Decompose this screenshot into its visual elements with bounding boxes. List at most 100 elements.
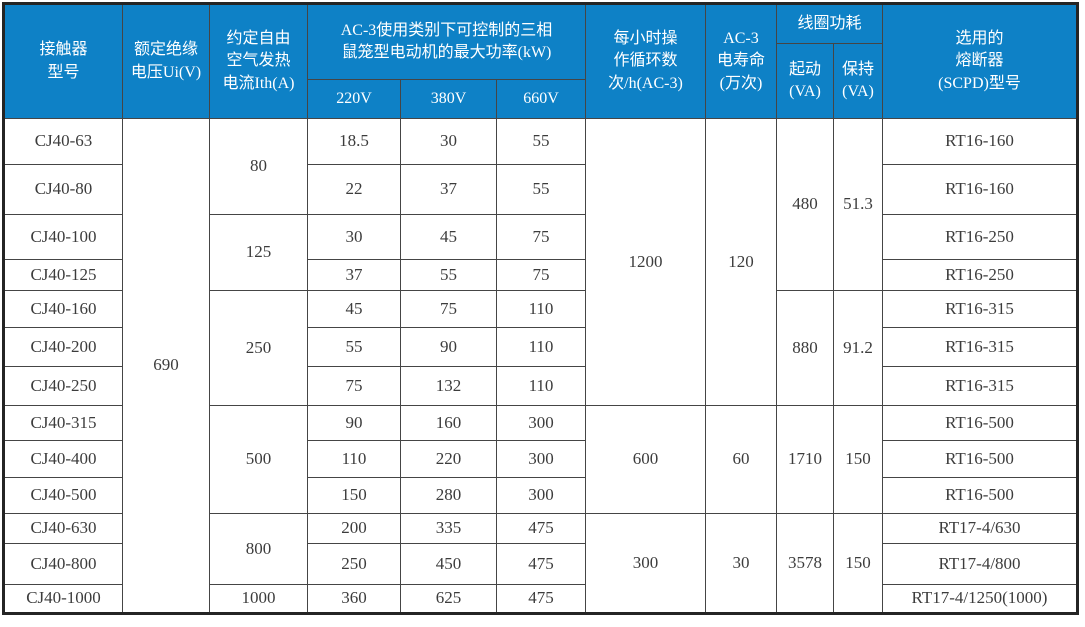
power-660-cell: 300 bbox=[497, 406, 585, 440]
model-cell: CJ40-1000 bbox=[5, 585, 122, 612]
model-cell: CJ40-250 bbox=[5, 367, 122, 405]
fuse-cell: RT16-500 bbox=[883, 441, 1076, 477]
power-380-cell: 220 bbox=[401, 441, 496, 477]
model-cell: CJ40-125 bbox=[5, 260, 122, 290]
power-380-cell: 30 bbox=[401, 119, 496, 164]
header-380v: 380V bbox=[401, 80, 496, 118]
fuse-cell: RT16-315 bbox=[883, 291, 1076, 327]
power-220-cell: 75 bbox=[308, 367, 400, 405]
power-380-cell: 625 bbox=[401, 585, 496, 612]
thermal-current-cell: 80 bbox=[210, 119, 307, 214]
power-660-cell: 55 bbox=[497, 165, 585, 214]
header-ops-per-hour: 每小时操 作循环数 次/h(AC-3) bbox=[586, 5, 705, 118]
start-va-cell: 480 bbox=[777, 119, 833, 290]
power-380-cell: 160 bbox=[401, 406, 496, 440]
hold-va-cell: 91.2 bbox=[834, 291, 882, 405]
header-660v: 660V bbox=[497, 80, 585, 118]
fuse-cell: RT16-500 bbox=[883, 478, 1076, 513]
fuse-cell: RT16-315 bbox=[883, 367, 1076, 405]
power-220-cell: 360 bbox=[308, 585, 400, 612]
power-660-cell: 475 bbox=[497, 514, 585, 543]
power-380-cell: 280 bbox=[401, 478, 496, 513]
header-coil-power: 线圈功耗 bbox=[777, 5, 882, 43]
power-220-cell: 110 bbox=[308, 441, 400, 477]
model-cell: CJ40-200 bbox=[5, 328, 122, 366]
ops-per-hour-cell: 600 bbox=[586, 406, 705, 513]
electrical-life-cell: 60 bbox=[706, 406, 776, 513]
model-cell: CJ40-100 bbox=[5, 215, 122, 259]
power-220-cell: 30 bbox=[308, 215, 400, 259]
model-cell: CJ40-63 bbox=[5, 119, 122, 164]
fuse-cell: RT16-250 bbox=[883, 215, 1076, 259]
power-220-cell: 22 bbox=[308, 165, 400, 214]
thermal-current-cell: 500 bbox=[210, 406, 307, 513]
fuse-cell: RT17-4/630 bbox=[883, 514, 1076, 543]
ops-per-hour-cell: 1200 bbox=[586, 119, 705, 405]
rated-voltage-cell: 690 bbox=[123, 119, 209, 612]
thermal-current-cell: 250 bbox=[210, 291, 307, 405]
thermal-current-cell: 1000 bbox=[210, 585, 307, 612]
header-contactor-model: 接触器 型号 bbox=[5, 5, 122, 118]
power-380-cell: 55 bbox=[401, 260, 496, 290]
fuse-cell: RT16-500 bbox=[883, 406, 1076, 440]
header-max-power-group: AC-3使用类别下可控制的三相 鼠笼型电动机的最大功率(kW) bbox=[308, 5, 585, 79]
power-660-cell: 300 bbox=[497, 441, 585, 477]
power-380-cell: 132 bbox=[401, 367, 496, 405]
model-cell: CJ40-630 bbox=[5, 514, 122, 543]
model-cell: CJ40-80 bbox=[5, 165, 122, 214]
fuse-cell: RT16-315 bbox=[883, 328, 1076, 366]
power-380-cell: 90 bbox=[401, 328, 496, 366]
hold-va-cell: 51.3 bbox=[834, 119, 882, 290]
power-660-cell: 110 bbox=[497, 291, 585, 327]
electrical-life-cell: 120 bbox=[706, 119, 776, 405]
contactor-spec-table: 接触器 型号 额定绝缘 电压Ui(V) 约定自由 空气发热 电流Ith(A) A… bbox=[2, 2, 1079, 615]
power-220-cell: 250 bbox=[308, 544, 400, 584]
power-220-cell: 45 bbox=[308, 291, 400, 327]
start-va-cell: 3578 bbox=[777, 514, 833, 612]
ops-per-hour-cell: 300 bbox=[586, 514, 705, 612]
model-cell: CJ40-315 bbox=[5, 406, 122, 440]
power-220-cell: 90 bbox=[308, 406, 400, 440]
model-cell: CJ40-160 bbox=[5, 291, 122, 327]
start-va-cell: 880 bbox=[777, 291, 833, 405]
power-380-cell: 75 bbox=[401, 291, 496, 327]
power-380-cell: 45 bbox=[401, 215, 496, 259]
fuse-cell: RT16-250 bbox=[883, 260, 1076, 290]
power-220-cell: 55 bbox=[308, 328, 400, 366]
fuse-cell: RT17-4/1250(1000) bbox=[883, 585, 1076, 612]
model-cell: CJ40-800 bbox=[5, 544, 122, 584]
electrical-life-cell: 30 bbox=[706, 514, 776, 612]
fuse-cell: RT17-4/800 bbox=[883, 544, 1076, 584]
power-660-cell: 75 bbox=[497, 215, 585, 259]
power-220-cell: 37 bbox=[308, 260, 400, 290]
power-380-cell: 450 bbox=[401, 544, 496, 584]
power-660-cell: 475 bbox=[497, 585, 585, 612]
start-va-cell: 1710 bbox=[777, 406, 833, 513]
power-660-cell: 475 bbox=[497, 544, 585, 584]
header-220v: 220V bbox=[308, 80, 400, 118]
hold-va-cell: 150 bbox=[834, 514, 882, 612]
power-220-cell: 200 bbox=[308, 514, 400, 543]
thermal-current-cell: 125 bbox=[210, 215, 307, 290]
hold-va-cell: 150 bbox=[834, 406, 882, 513]
header-electrical-life: AC-3 电寿命 (万次) bbox=[706, 5, 776, 118]
power-660-cell: 110 bbox=[497, 328, 585, 366]
header-fuse-type: 选用的 熔断器 (SCPD)型号 bbox=[883, 5, 1076, 118]
power-660-cell: 300 bbox=[497, 478, 585, 513]
header-rated-voltage: 额定绝缘 电压Ui(V) bbox=[123, 5, 209, 118]
header-start-va: 起动 (VA) bbox=[777, 44, 833, 118]
power-220-cell: 150 bbox=[308, 478, 400, 513]
model-cell: CJ40-400 bbox=[5, 441, 122, 477]
power-380-cell: 335 bbox=[401, 514, 496, 543]
model-cell: CJ40-500 bbox=[5, 478, 122, 513]
power-220-cell: 18.5 bbox=[308, 119, 400, 164]
thermal-current-cell: 800 bbox=[210, 514, 307, 584]
power-660-cell: 110 bbox=[497, 367, 585, 405]
header-hold-va: 保持 (VA) bbox=[834, 44, 882, 118]
fuse-cell: RT16-160 bbox=[883, 119, 1076, 164]
power-660-cell: 75 bbox=[497, 260, 585, 290]
power-380-cell: 37 bbox=[401, 165, 496, 214]
power-660-cell: 55 bbox=[497, 119, 585, 164]
header-thermal-current: 约定自由 空气发热 电流Ith(A) bbox=[210, 5, 307, 118]
fuse-cell: RT16-160 bbox=[883, 165, 1076, 214]
